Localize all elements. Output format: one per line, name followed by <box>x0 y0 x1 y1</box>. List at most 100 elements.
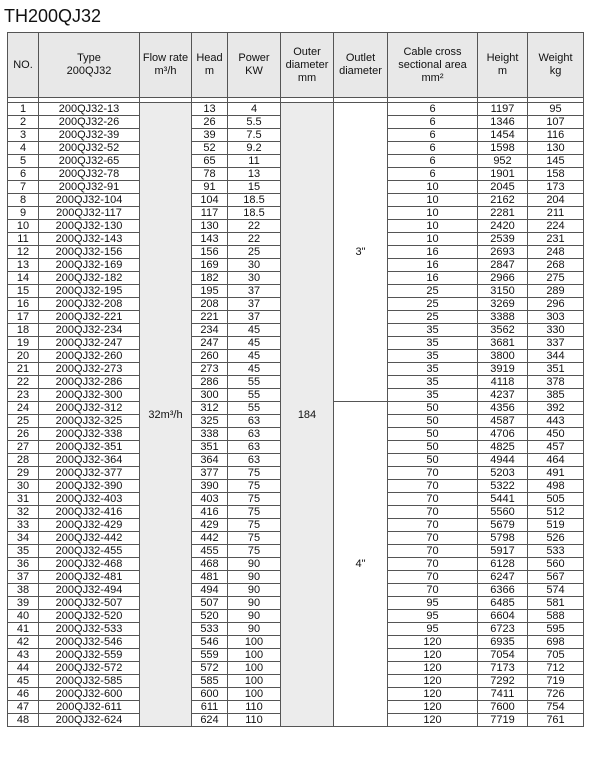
row-power: 25 <box>227 245 281 259</box>
row-height: 7411 <box>477 687 528 701</box>
row-height: 5917 <box>477 544 528 558</box>
row-cable: 120 <box>387 713 478 727</box>
row-cable: 70 <box>387 570 478 584</box>
row-height: 2420 <box>477 219 528 233</box>
row-head: 78 <box>191 167 228 181</box>
row-power: 4 <box>227 102 281 116</box>
row-no: 36 <box>7 557 39 571</box>
row-cable: 6 <box>387 141 478 155</box>
row-height: 4118 <box>477 375 528 389</box>
header-outlet-diameter: Outlet diameter <box>333 32 388 98</box>
row-no: 33 <box>7 518 39 532</box>
row-head: 143 <box>191 232 228 246</box>
row-weight: 95 <box>527 102 584 116</box>
row-head: 104 <box>191 193 228 207</box>
row-no: 44 <box>7 661 39 675</box>
row-type: 200QJ32-390 <box>38 479 140 493</box>
row-no: 18 <box>7 323 39 337</box>
row-cable: 6 <box>387 128 478 142</box>
row-type: 200QJ32-520 <box>38 609 140 623</box>
row-type: 200QJ32-533 <box>38 622 140 636</box>
row-power: 7.5 <box>227 128 281 142</box>
row-weight: 385 <box>527 388 584 402</box>
row-no: 28 <box>7 453 39 467</box>
row-no: 41 <box>7 622 39 636</box>
row-power: 100 <box>227 661 281 675</box>
row-weight: 296 <box>527 297 584 311</box>
header-head-line2: m <box>204 65 215 77</box>
row-power: 37 <box>227 310 281 324</box>
row-height: 2045 <box>477 180 528 194</box>
row-no: 29 <box>7 466 39 480</box>
row-type: 200QJ32-247 <box>38 336 140 350</box>
row-height: 3269 <box>477 297 528 311</box>
row-type: 200QJ32-130 <box>38 219 140 233</box>
row-head: 351 <box>191 440 228 454</box>
row-height: 952 <box>477 154 528 168</box>
table-row: 7 200QJ32-91 91 15 10 2045 173 <box>7 180 584 194</box>
row-head: 26 <box>191 115 228 129</box>
outlet-4in-merged-cell: 4" <box>333 401 388 727</box>
header-cable-line3: mm² <box>421 71 444 84</box>
table-row: 18 200QJ32-234 234 45 35 3562 330 <box>7 323 584 337</box>
header-head: Head m <box>191 32 228 98</box>
row-head: 390 <box>191 479 228 493</box>
row-cable: 10 <box>387 232 478 246</box>
table-row: 42 200QJ32-546 546 100 120 6935 698 <box>7 635 584 649</box>
row-head: 520 <box>191 609 228 623</box>
row-weight: 173 <box>527 180 584 194</box>
row-power: 45 <box>227 336 281 350</box>
table-row: 26 200QJ32-338 338 63 50 4706 450 <box>7 427 584 441</box>
row-weight: 211 <box>527 206 584 220</box>
row-no: 5 <box>7 154 39 168</box>
row-no: 42 <box>7 635 39 649</box>
row-cable: 70 <box>387 583 478 597</box>
table-row: 1 200QJ32-13 32m³/h 13 4 184 3" 6 1197 95 <box>7 102 584 727</box>
row-cable: 25 <box>387 284 478 298</box>
row-cable: 70 <box>387 492 478 506</box>
row-head: 624 <box>191 713 228 727</box>
row-head: 286 <box>191 375 228 389</box>
row-head: 195 <box>191 284 228 298</box>
header-no: NO. <box>7 32 39 98</box>
table-row: 36 200QJ32-468 468 90 70 6128 560 <box>7 557 584 571</box>
row-type: 200QJ32-169 <box>38 258 140 272</box>
row-height: 1598 <box>477 141 528 155</box>
row-weight: 289 <box>527 284 584 298</box>
row-height: 1454 <box>477 128 528 142</box>
row-height: 3800 <box>477 349 528 363</box>
header-type: Type 200QJ32 <box>38 32 140 98</box>
row-weight: 491 <box>527 466 584 480</box>
row-cable: 95 <box>387 609 478 623</box>
header-head-line1: Head <box>196 52 223 64</box>
row-no: 35 <box>7 544 39 558</box>
row-power: 63 <box>227 453 281 467</box>
row-no: 30 <box>7 479 39 493</box>
row-no: 6 <box>7 167 39 181</box>
header-weight-line1: Weight <box>538 52 573 64</box>
table-row: 47 200QJ32-611 611 110 120 7600 754 <box>7 700 584 714</box>
row-cable: 50 <box>387 414 478 428</box>
row-height: 4237 <box>477 388 528 402</box>
row-head: 182 <box>191 271 228 285</box>
header-power: Power KW <box>227 32 281 98</box>
row-power: 45 <box>227 362 281 376</box>
header-height: Height m <box>477 32 528 98</box>
row-power: 63 <box>227 414 281 428</box>
row-type: 200QJ32-494 <box>38 583 140 597</box>
header-flow-rate: Flow rate m³/h <box>139 32 192 98</box>
row-power: 75 <box>227 479 281 493</box>
row-cable: 35 <box>387 375 478 389</box>
row-no: 3 <box>7 128 39 142</box>
row-height: 4825 <box>477 440 528 454</box>
row-weight: 761 <box>527 713 584 727</box>
row-head: 455 <box>191 544 228 558</box>
row-weight: 330 <box>527 323 584 337</box>
row-weight: 533 <box>527 544 584 558</box>
row-cable: 70 <box>387 531 478 545</box>
row-type: 200QJ32-364 <box>38 453 140 467</box>
header-od-line1: Outer <box>293 45 321 58</box>
table-row: 9 200QJ32-117 117 18.5 10 2281 211 <box>7 206 584 220</box>
row-height: 1901 <box>477 167 528 181</box>
header-cable-area: Cable cross sectional area mm² <box>387 32 478 98</box>
